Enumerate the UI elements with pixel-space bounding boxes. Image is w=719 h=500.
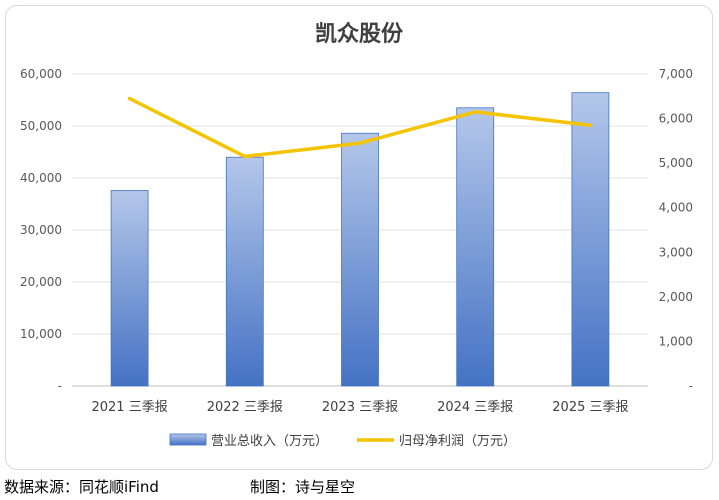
revenue-bars — [110, 92, 610, 387]
right-tick-label: 6,000 — [659, 112, 693, 126]
profit-point — [358, 141, 362, 145]
right-tick-label: - — [689, 379, 693, 393]
category-label: 2025 三季报 — [552, 400, 628, 415]
left-axis: - 10,000 20,000 30,000 40,000 50,000 60,000 — [20, 67, 62, 393]
profit-line — [127, 96, 593, 159]
right-tick-label: 7,000 — [659, 67, 693, 81]
category-label: 2022 三季报 — [207, 400, 283, 415]
chart-title: 凯众股份 — [315, 22, 404, 47]
revenue-bar — [225, 156, 264, 387]
chart: 凯众股份 - 10,000 20,000 30,000 40,000 50,000 60,0… — [20, 22, 693, 449]
category-label: 2023 三季报 — [322, 400, 398, 415]
revenue-bar — [110, 190, 149, 387]
right-axis: - 1,000 2,000 3,000 4,000 5,000 6,000 7,000 — [659, 67, 693, 393]
profit-point — [243, 154, 247, 159]
legend-bar-label: 营业总收入（万元） — [211, 434, 328, 449]
profit-point — [473, 110, 478, 114]
revenue-bar — [341, 132, 379, 387]
right-tick-label: 5,000 — [659, 156, 693, 170]
left-tick-label: 50,000 — [20, 119, 62, 133]
category-label: 2021 三季报 — [91, 400, 167, 415]
profit-point — [127, 96, 132, 101]
left-tick-label: 30,000 — [20, 223, 62, 237]
left-tick-label: - — [58, 379, 62, 393]
left-tick-label: 60,000 — [20, 67, 62, 81]
left-tick-label: 10,000 — [20, 327, 62, 341]
legend-bar-swatch — [169, 433, 207, 446]
right-tick-label: 2,000 — [659, 290, 693, 304]
left-tick-label: 40,000 — [20, 171, 62, 185]
data-source-note: 数据来源：同花顺iFind — [4, 478, 159, 496]
right-tick-label: 4,000 — [659, 201, 693, 215]
left-tick-label: 20,000 — [20, 275, 62, 289]
revenue-bar — [456, 107, 495, 387]
right-tick-label: 3,000 — [659, 245, 693, 259]
footer: 数据来源：同花顺iFind 制图：诗与星空 — [4, 474, 704, 498]
right-tick-label: 1,000 — [659, 334, 693, 348]
revenue-bar — [571, 92, 610, 387]
profit-point — [588, 123, 593, 128]
chart-maker-note: 制图：诗与星空 — [250, 478, 356, 496]
category-label: 2024 三季报 — [437, 400, 513, 415]
legend-line-label: 归母净利润（万元） — [399, 434, 516, 449]
legend: 营业总收入（万元） 归母净利润（万元） — [169, 433, 516, 449]
category-labels: 2021 三季报 2022 三季报 2023 三季报 2024 三季报 2025 三季报 — [91, 400, 628, 415]
